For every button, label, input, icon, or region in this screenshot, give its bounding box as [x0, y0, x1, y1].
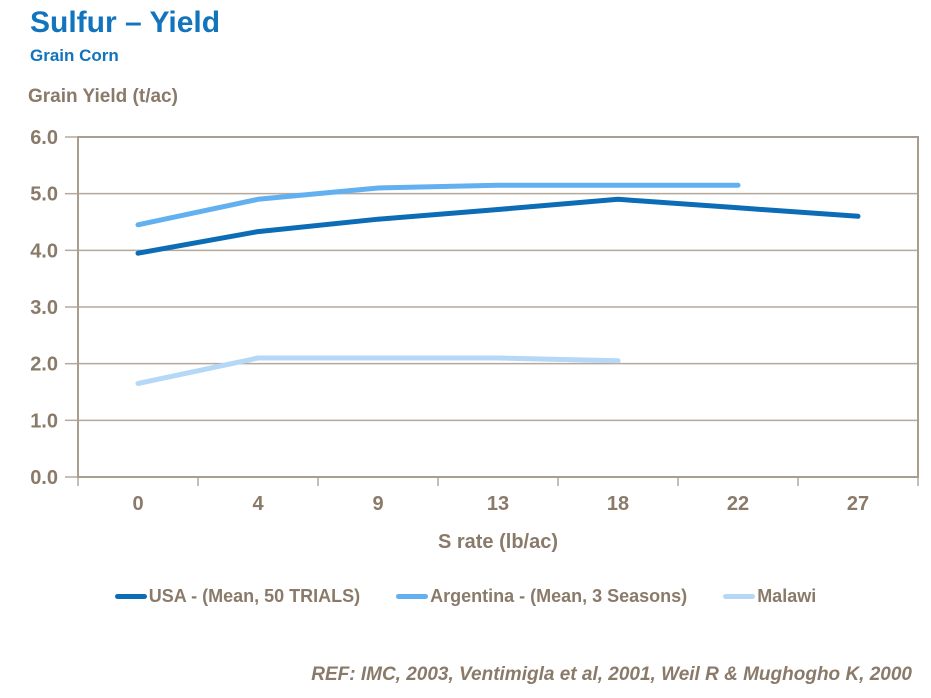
reference-text: REF: IMC, 2003, Ventimigla et al, 2001, …	[311, 664, 912, 685]
legend-item: Malawi	[723, 586, 816, 607]
page-title: Sulfur – Yield	[30, 6, 221, 39]
y-axis-heading: Grain Yield (t/ac)	[28, 86, 178, 107]
series-line	[135, 355, 621, 386]
x-axis-title: S rate (lb/ac)	[437, 531, 559, 553]
x-tick-label: 18	[607, 493, 629, 515]
y-tick-label: 1.0	[30, 410, 58, 432]
y-tick-label: 4.0	[30, 240, 58, 262]
x-tick-label: 22	[727, 493, 749, 515]
series-line	[135, 196, 861, 256]
legend-swatch	[396, 594, 429, 599]
legend-item: Argentina - (Mean, 3 Seasons)	[396, 586, 687, 607]
legend-label: USA - (Mean, 50 TRIALS)	[148, 586, 361, 606]
y-tick-label: 2.0	[30, 354, 58, 376]
legend-swatch	[114, 594, 147, 599]
plot-border	[77, 136, 919, 478]
x-tick-label: 0	[132, 493, 143, 515]
page-subtitle: Grain Corn	[30, 46, 119, 65]
y-tick-label: 5.0	[30, 184, 58, 206]
x-tick-label: 27	[847, 493, 869, 515]
yield-line-chart: 6.0 5.0 4.0 3.0 2.0 1.0 0.0 0 4 9 13 18 22 27	[30, 127, 919, 515]
y-tick-label: 6.0	[30, 127, 58, 149]
y-tick-label: 3.0	[30, 297, 58, 319]
x-tick-label: 13	[487, 493, 509, 515]
legend-label: Argentina - (Mean, 3 Seasons)	[430, 586, 688, 606]
x-tick-label: 9	[372, 493, 383, 515]
x-tick-label: 4	[252, 493, 264, 515]
series-line	[135, 182, 741, 228]
legend-swatch	[723, 594, 756, 599]
chart-legend: USA - (Mean, 50 TRIALS) Argentina - (Mean…	[0, 586, 931, 607]
y-tick-label: 0.0	[30, 467, 58, 489]
legend-item: USA - (Mean, 50 TRIALS)	[114, 586, 361, 607]
legend-label: Malawi	[757, 586, 817, 606]
